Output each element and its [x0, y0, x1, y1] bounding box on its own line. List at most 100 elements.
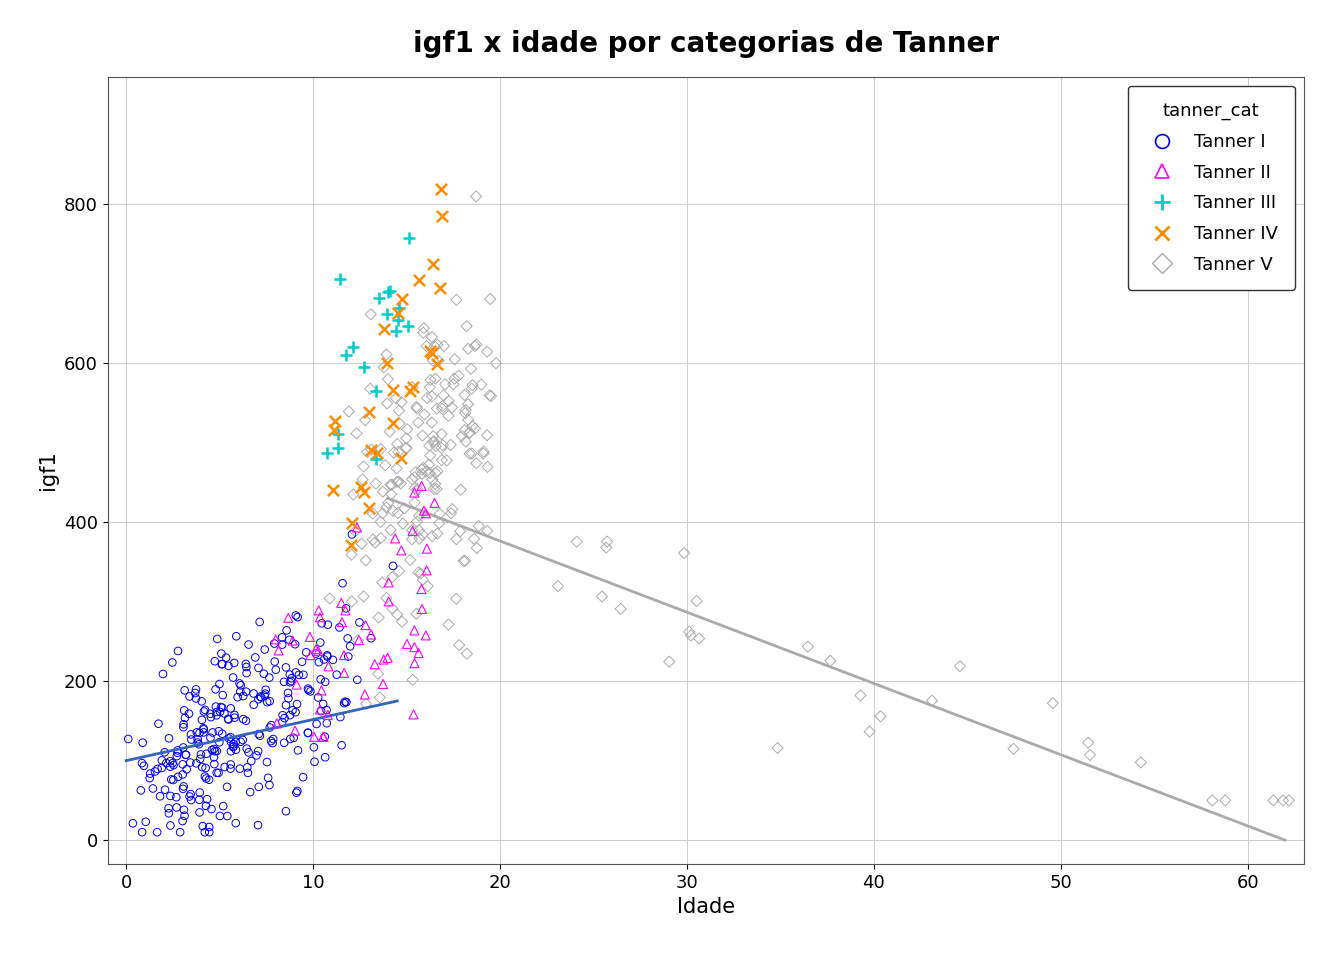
Point — [173, 703, 195, 718]
Point — [200, 709, 222, 725]
Point — [313, 652, 335, 667]
Point — [285, 636, 306, 652]
Point — [208, 734, 230, 750]
Point — [167, 743, 188, 758]
Point — [195, 760, 216, 776]
Point — [337, 649, 359, 664]
Point — [418, 457, 439, 472]
Point — [194, 704, 215, 719]
Point — [296, 644, 317, 660]
Point — [175, 747, 196, 762]
Point — [159, 731, 180, 746]
Point — [203, 741, 224, 756]
Point — [374, 321, 395, 336]
Point — [345, 426, 367, 442]
Point — [457, 396, 478, 412]
Point — [473, 445, 495, 461]
Point — [419, 344, 441, 359]
Point — [280, 732, 301, 747]
Point — [228, 676, 250, 691]
Point — [1278, 793, 1300, 808]
Point — [1202, 793, 1223, 808]
Point — [367, 666, 388, 682]
Point — [257, 755, 278, 770]
Point — [317, 659, 339, 674]
Point — [448, 368, 469, 383]
Point — [435, 453, 457, 468]
Point — [406, 483, 427, 498]
Point — [314, 729, 336, 744]
Point — [278, 633, 300, 648]
Point — [382, 569, 403, 585]
Point — [180, 786, 202, 802]
Point — [376, 650, 398, 665]
Point — [254, 642, 276, 658]
Point — [185, 682, 207, 697]
Point — [478, 388, 500, 403]
Point — [280, 667, 301, 683]
Point — [688, 631, 710, 646]
Point — [219, 761, 241, 777]
Point — [364, 657, 386, 672]
Point — [332, 576, 353, 591]
Point — [249, 614, 270, 630]
Point — [454, 553, 476, 568]
Point — [366, 451, 387, 467]
Point — [422, 529, 444, 544]
Point — [452, 428, 473, 444]
Point — [348, 633, 370, 648]
Point — [161, 756, 183, 771]
Point — [323, 482, 344, 497]
Point — [566, 534, 587, 549]
Point — [415, 464, 437, 479]
Point — [429, 280, 450, 296]
Point — [407, 645, 429, 660]
Point — [284, 731, 305, 746]
Point — [378, 284, 399, 300]
Point — [271, 708, 293, 723]
Point — [333, 647, 355, 662]
Point — [271, 636, 293, 652]
Point — [230, 734, 251, 750]
Point — [207, 632, 228, 647]
Point — [243, 697, 265, 712]
Point — [356, 444, 378, 460]
Point — [195, 771, 216, 786]
Point — [680, 628, 702, 643]
Point — [167, 643, 188, 659]
Point — [402, 672, 423, 687]
Point — [797, 639, 818, 655]
Point — [233, 732, 254, 748]
Point — [305, 646, 327, 661]
Point — [172, 813, 194, 828]
Point — [235, 660, 257, 675]
Point — [454, 402, 476, 418]
Point — [224, 710, 246, 726]
Point — [375, 590, 396, 606]
Point — [339, 404, 360, 420]
Point — [206, 765, 227, 780]
Point — [388, 416, 410, 431]
Point — [386, 461, 407, 476]
Point — [347, 672, 368, 687]
Point — [314, 674, 336, 689]
Point — [247, 727, 269, 742]
Point — [405, 481, 426, 496]
Point — [304, 755, 325, 770]
Point — [169, 825, 191, 840]
Point — [405, 469, 426, 485]
Point — [317, 708, 339, 723]
Legend: Tanner I, Tanner II, Tanner III, Tanner IV, Tanner V: Tanner I, Tanner II, Tanner III, Tanner … — [1128, 85, 1294, 290]
Point — [297, 725, 319, 740]
Point — [468, 518, 489, 534]
Point — [187, 735, 208, 751]
Point — [431, 401, 453, 417]
Point — [223, 738, 245, 754]
Point — [212, 687, 234, 703]
Point — [218, 712, 239, 728]
Point — [413, 572, 434, 588]
Point — [271, 630, 293, 645]
Point — [859, 724, 880, 739]
Point — [340, 538, 362, 553]
Point — [148, 716, 169, 732]
